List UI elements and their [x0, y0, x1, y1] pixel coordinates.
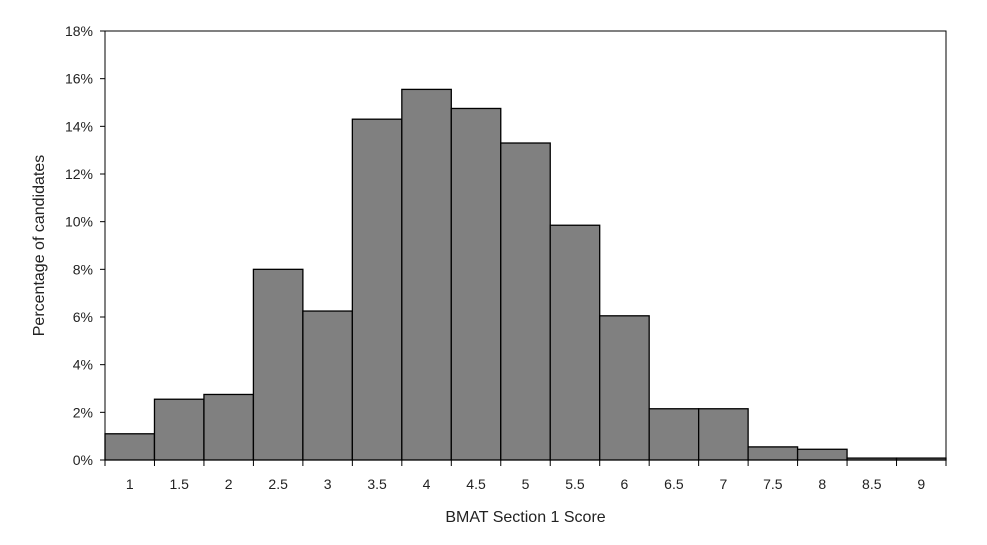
x-tick-label: 3.5 — [367, 476, 387, 492]
bar-3.5 — [351, 118, 403, 461]
x-tick-label: 1.5 — [169, 476, 189, 492]
y-tick-label: 14% — [65, 118, 93, 134]
bar-5.5 — [549, 224, 601, 461]
x-axis-title: BMAT Section 1 Score — [445, 509, 605, 526]
y-tick-label: 8% — [73, 261, 93, 277]
bar-4 — [401, 88, 452, 461]
bar-3 — [302, 310, 354, 461]
x-tick-label: 6 — [621, 476, 629, 492]
x-tick-label: 2 — [225, 476, 233, 492]
bar-1.5 — [153, 398, 205, 461]
y-tick-label: 16% — [65, 71, 93, 87]
y-tick-label: 12% — [65, 166, 93, 182]
x-tick-label: 3 — [324, 476, 332, 492]
bar-8 — [796, 448, 848, 461]
x-tick-label: 9 — [917, 476, 925, 492]
y-tick-label: 4% — [73, 357, 93, 373]
x-axis-ticks: 1 1.5 2 2.5 3 3.5 4 4.5 5 5.5 6 6.5 7 7.5 8 8.5 9 — [104, 460, 947, 492]
bar-6.5 — [648, 408, 700, 461]
x-tick-label: 8.5 — [862, 476, 882, 492]
y-axis-ticks: 0% 2% 4% 6% 8% 10% 12% 14% 16% 18% — [65, 23, 105, 468]
plot-area-frame — [104, 30, 947, 461]
y-tick-label: 0% — [73, 452, 93, 468]
y-tick-label: 18% — [65, 23, 93, 39]
bar-7 — [697, 408, 749, 461]
y-tick-label: 6% — [73, 309, 93, 325]
y-tick-label: 2% — [73, 404, 93, 420]
bar-5 — [500, 142, 551, 461]
bar-4.5 — [450, 107, 502, 461]
bar-1 — [104, 433, 156, 461]
x-tick-label: 5.5 — [565, 476, 585, 492]
x-tick-label: 8 — [818, 476, 826, 492]
bar-2 — [203, 393, 255, 461]
bar-2.5 — [252, 268, 304, 461]
bar-7.5 — [747, 446, 799, 461]
bars-group — [104, 88, 947, 461]
y-axis-title: Percentage of candidates — [31, 155, 48, 336]
x-tick-label: 4.5 — [466, 476, 486, 492]
bar-6 — [599, 315, 650, 461]
x-tick-label: 5 — [522, 476, 530, 492]
x-tick-label: 2.5 — [268, 476, 288, 492]
x-tick-label: 7 — [719, 476, 727, 492]
x-tick-label: 6.5 — [664, 476, 684, 492]
x-tick-label: 7.5 — [763, 476, 783, 492]
x-tick-label: 1 — [126, 476, 134, 492]
x-tick-label: 4 — [423, 476, 431, 492]
y-tick-label: 10% — [65, 214, 93, 230]
